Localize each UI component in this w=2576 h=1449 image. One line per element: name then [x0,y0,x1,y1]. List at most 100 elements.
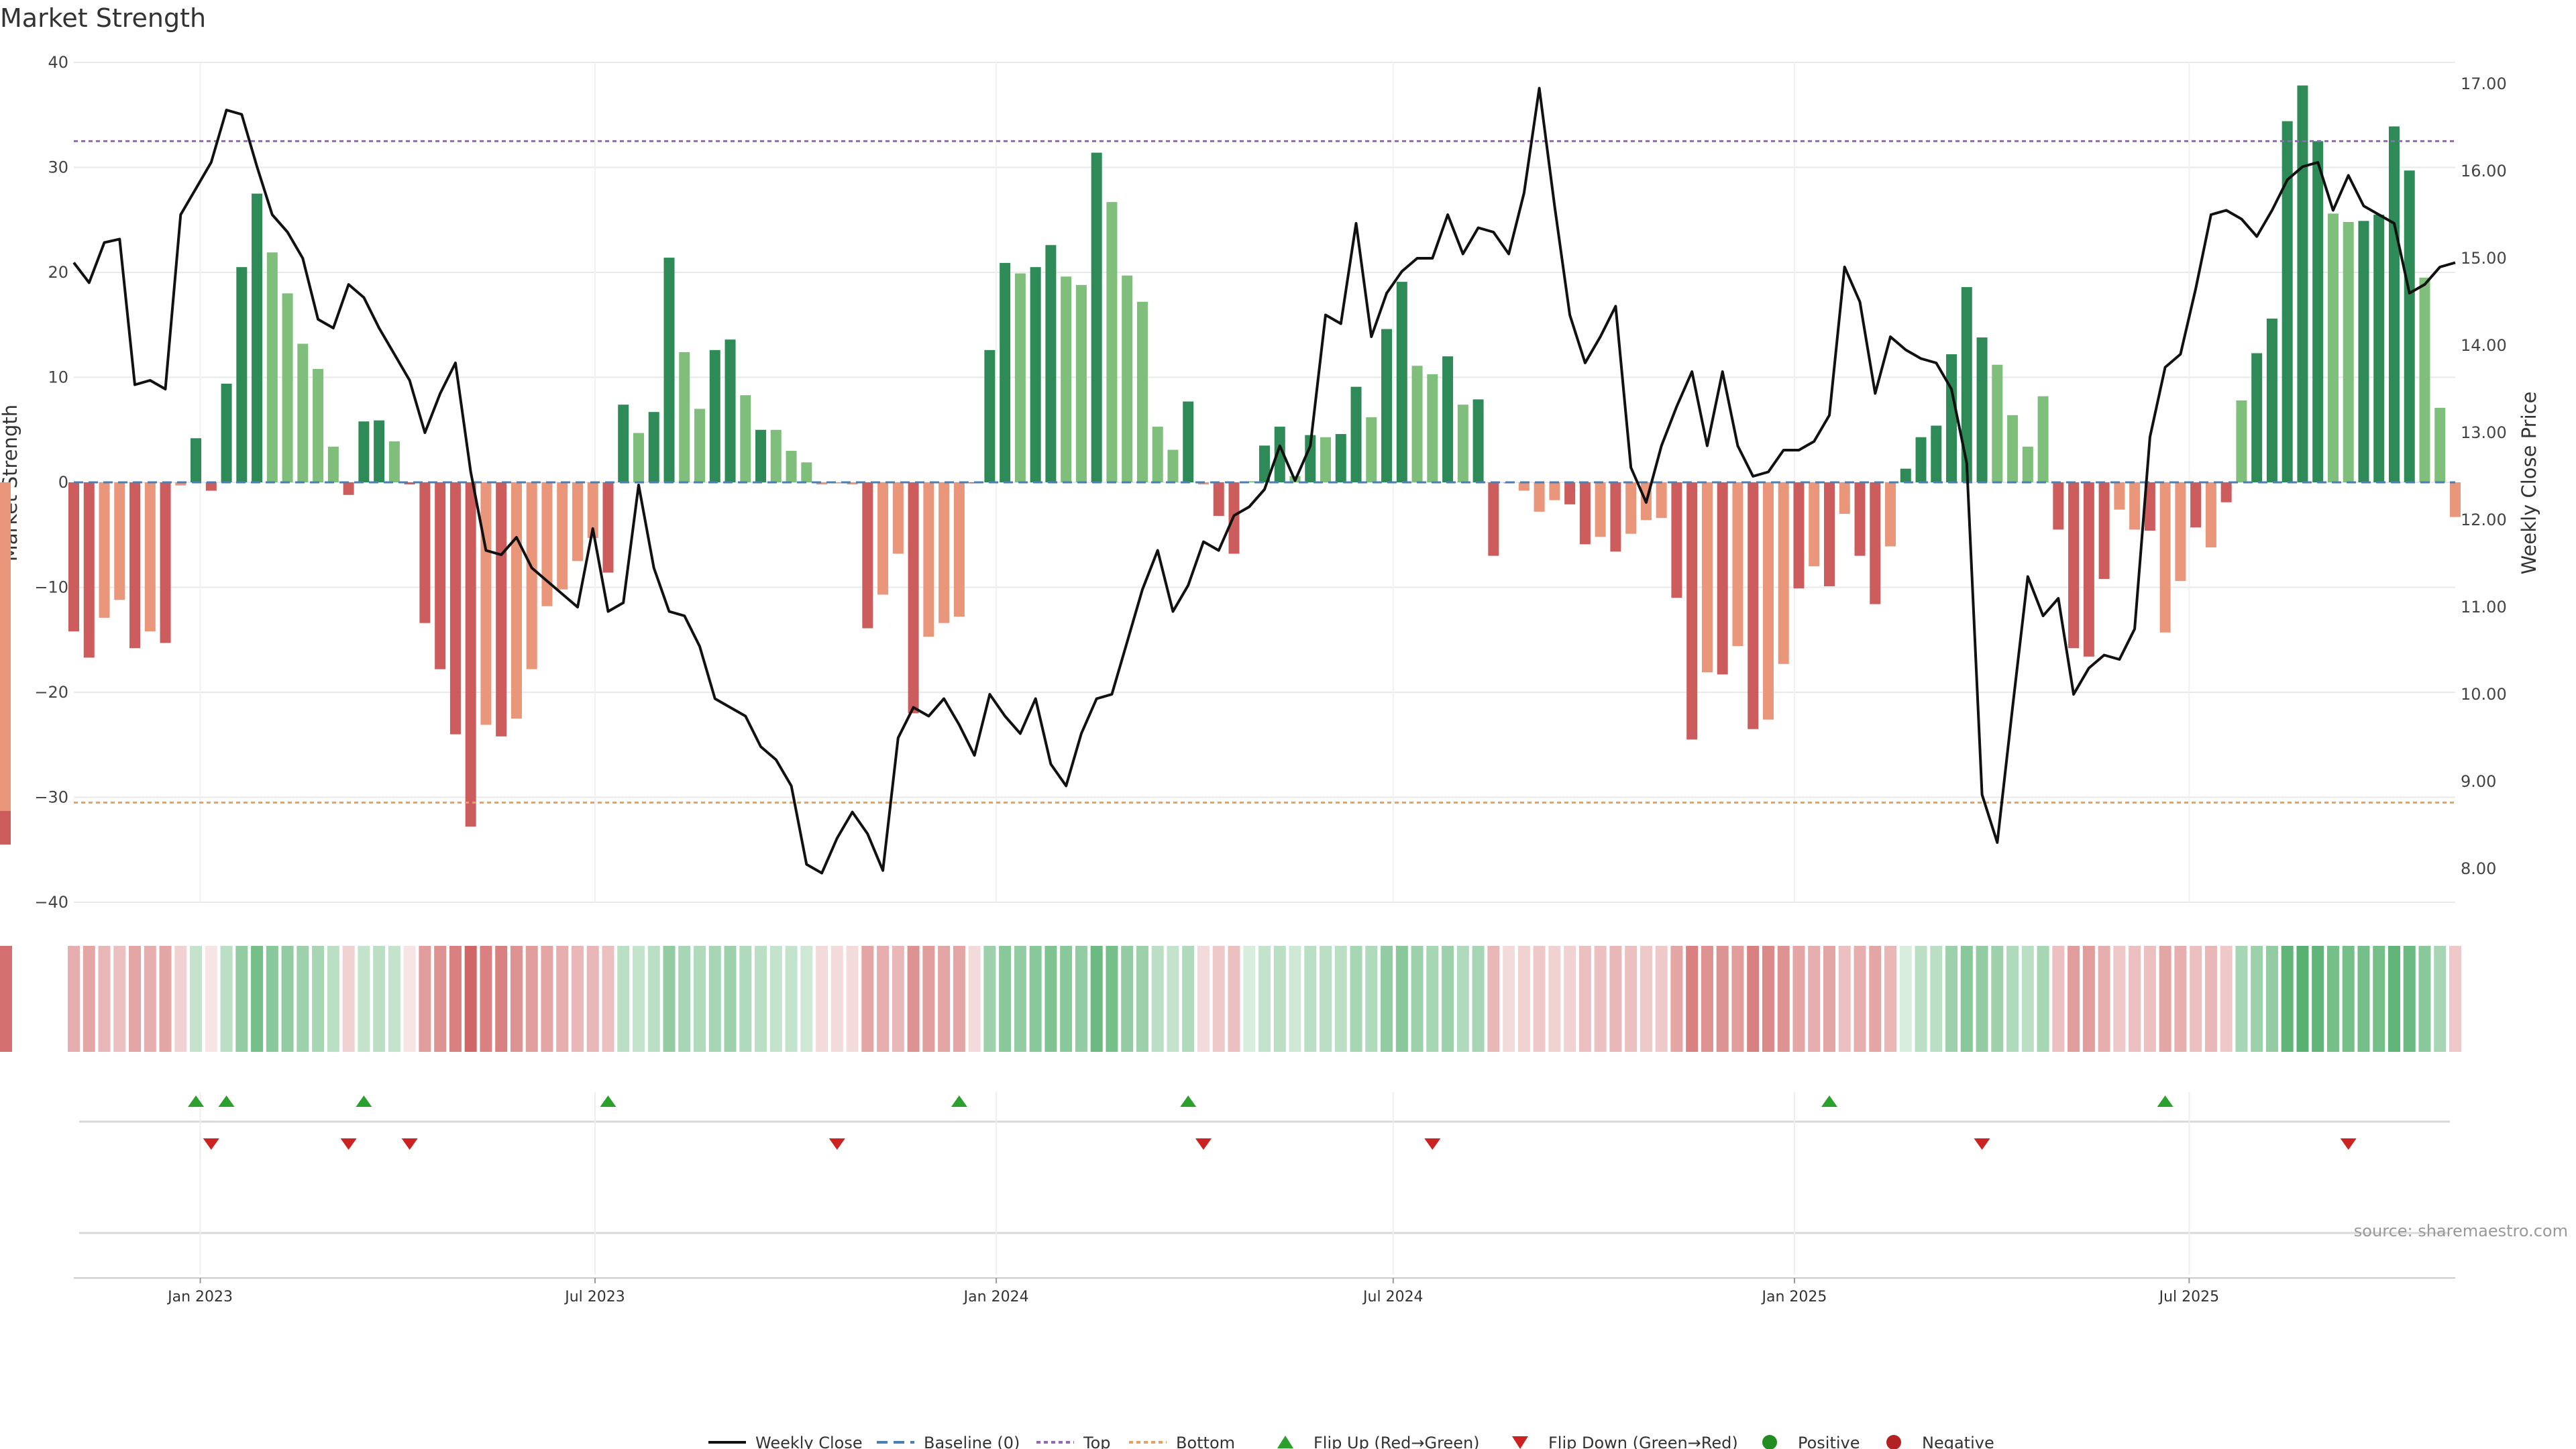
strength-bar [1625,482,1637,534]
strength-bar [2098,482,2110,579]
heat-cell [632,946,645,1052]
heat-cell [1503,946,1515,1052]
right-tick-label: 15.00 [2461,249,2507,268]
legend-item: Flip Down (Green→Red) [1512,1434,1738,1449]
strength-bar [694,409,706,482]
right-tick-label: 16.00 [2461,162,2507,180]
strength-bar [1442,356,1454,482]
strength-bar [2053,482,2064,530]
heat-cell [1060,946,1073,1052]
strength-bar [1701,482,1713,673]
strength-bar [343,482,354,495]
heat-cell [1273,946,1286,1052]
heat-cell [144,946,156,1052]
heat-cell [2403,946,2416,1052]
flip-up-marker [1180,1095,1197,1107]
heat-cell [342,946,355,1052]
heat-cell [953,946,965,1052]
heat-cell [1442,946,1454,1052]
heat-cell [1334,946,1347,1052]
strength-bar [1854,482,1866,556]
date-tick-label: Jul 2023 [564,1289,625,1305]
strength-bar [1045,245,1057,482]
heat-cell [922,946,935,1052]
strength-bar [83,482,95,658]
heat-cell [892,946,904,1052]
heat-cell [1991,946,2004,1052]
heat-cell [1090,946,1103,1052]
heat-cell [647,946,660,1052]
strength-bar [480,482,492,725]
heat-cell [113,946,126,1052]
strength-bar [1778,482,1789,664]
heat-cell [2037,946,2049,1052]
heat-cell [1212,946,1225,1052]
legend-negative-dot [1886,1435,1901,1449]
heat-cell [2143,946,2156,1052]
heat-cell [816,946,828,1052]
heat-cell [1258,946,1271,1052]
strength-bar [2434,407,2446,482]
strength-bar [1870,482,1881,604]
strength-bar [1014,273,1026,482]
left-tick-label: −10 [34,578,68,597]
legend-label: Baseline (0) [924,1434,1020,1449]
heat-cell [449,946,462,1052]
heat-cell [1838,946,1851,1052]
flip-up-marker [2157,1095,2174,1107]
heat-cell [1792,946,1805,1052]
strength-bar [755,429,767,482]
heat-cell [1747,946,1760,1052]
strength-bar [144,482,156,632]
flip-down-marker [1974,1138,1990,1150]
heat-cell [2449,946,2461,1052]
strength-bar [419,482,431,623]
flip-down-marker [203,1138,219,1150]
right-tick-label: 8.00 [2461,859,2496,878]
strength-bar [175,482,186,486]
heat-cell [1106,946,1118,1052]
strength-bar [2144,482,2155,531]
strength-bar [1075,284,1087,482]
flip-up-marker [600,1095,616,1107]
heat-cell [541,946,553,1052]
heat-cell [708,946,721,1052]
strength-bar [984,350,996,482]
heat-cell [419,946,431,1052]
strength-bar [2007,415,2019,482]
strength-bar [129,482,141,649]
date-tick-label: Jan 2024 [963,1289,1029,1305]
strength-bar [358,421,370,482]
legend-label: Weekly Close [755,1434,863,1449]
strength-bar [2037,396,2049,482]
heat-cell [358,946,370,1052]
strength-bar [648,412,659,482]
flip-up-marker [1821,1095,1837,1107]
heat-cell [1472,946,1485,1052]
strength-bar [2312,141,2324,482]
strength-bar [1823,482,1835,586]
heat-cell [1426,946,1439,1052]
strength-bar [2419,277,2430,482]
heat-cell [327,946,339,1052]
strength-bar [252,193,263,482]
legend-item: Negative [1886,1434,1994,1449]
heat-cell [281,946,294,1052]
strength-bars [0,85,2461,845]
strength-bar [877,482,889,595]
heat-cell [1884,946,1897,1052]
heat-cell [1121,946,1134,1052]
weekly-close-line-layer [72,87,2456,875]
strength-bar [663,258,675,482]
strength-bar [2358,221,2369,482]
heat-cell [159,946,172,1052]
strength-bar [160,482,171,643]
heat-cell [1625,946,1638,1052]
heat-cell [2052,946,2065,1052]
strength-bar [1457,405,1468,482]
strength-bar [1671,482,1682,598]
strength-bar [1244,481,1255,482]
heat-cell [1289,946,1301,1052]
strength-bar [2404,170,2415,482]
heat-cell [251,946,264,1052]
